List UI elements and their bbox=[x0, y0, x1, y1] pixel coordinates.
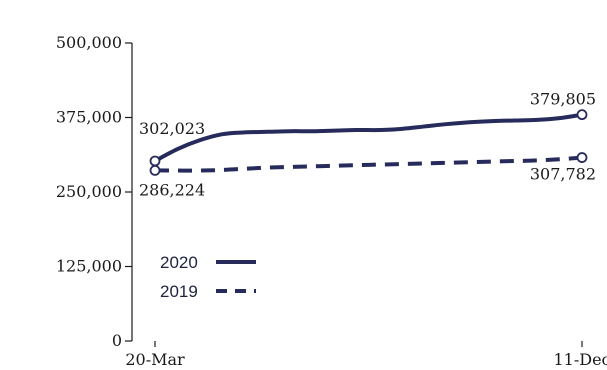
y-tick-label: 500,000 bbox=[56, 33, 122, 52]
data-label-start-2020: 302,023 bbox=[139, 119, 205, 138]
legend: 2020 2019 bbox=[160, 253, 256, 301]
x-tick-label: 11-Dec bbox=[553, 350, 607, 369]
series-line-2019 bbox=[154, 155, 583, 173]
series-point-2020 bbox=[149, 155, 161, 167]
series-point-2019 bbox=[149, 165, 161, 176]
legend-label-2020: 2020 bbox=[160, 253, 198, 272]
y-tick-label: 125,000 bbox=[56, 257, 122, 276]
x-axis: 20-Mar 11-Dec bbox=[125, 341, 607, 369]
y-tick-label: 250,000 bbox=[56, 182, 122, 201]
series-point-2019 bbox=[576, 152, 588, 163]
data-labels: 302,023 379,805 286,224 307,782 bbox=[139, 90, 596, 200]
y-axis: 0 125,000 250,000 375,000 500,000 bbox=[56, 33, 133, 350]
series-layer bbox=[149, 109, 588, 176]
legend-label-2019: 2019 bbox=[160, 282, 198, 301]
series-point-2020 bbox=[576, 109, 588, 121]
y-tick-label: 0 bbox=[112, 331, 122, 350]
data-label-start-2019: 286,224 bbox=[139, 180, 205, 199]
x-tick-label: 20-Mar bbox=[125, 350, 185, 369]
y-tick-label: 375,000 bbox=[56, 108, 122, 127]
series-line-2020 bbox=[154, 112, 583, 163]
data-label-end-2019: 307,782 bbox=[530, 165, 596, 184]
data-label-end-2020: 379,805 bbox=[530, 90, 596, 109]
